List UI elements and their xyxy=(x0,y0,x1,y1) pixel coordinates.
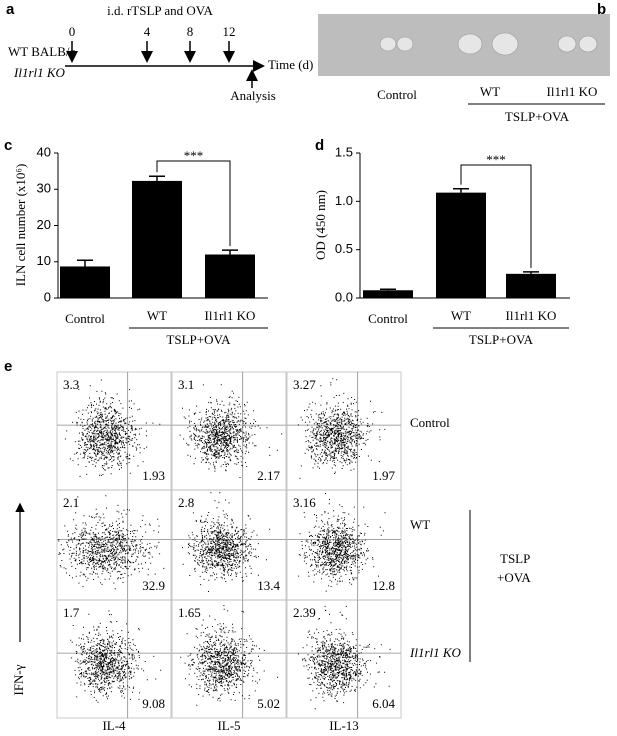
panel-label: e xyxy=(4,358,12,375)
quadrant-value: 2.8 xyxy=(178,495,194,510)
quadrant-value: 3.1 xyxy=(178,377,194,392)
day-label: 0 xyxy=(69,24,76,39)
quadrant-value: 2.39 xyxy=(293,605,316,620)
row-label: WT xyxy=(410,517,430,532)
dot-cloud xyxy=(297,378,386,479)
x-tick-label: Il1rl1 KO xyxy=(506,308,557,323)
bar xyxy=(363,290,413,298)
photo-label: Il1rl1 KO xyxy=(547,84,598,99)
quadrant-value: 3.3 xyxy=(63,377,79,392)
error-bar xyxy=(453,188,469,193)
quadrant-value: 3.16 xyxy=(293,495,316,510)
y-tick-label: 1.5 xyxy=(335,144,353,159)
day-label: 8 xyxy=(187,24,194,39)
panel-label: d xyxy=(315,137,324,154)
quadrant-value: 13.4 xyxy=(257,578,280,593)
significance-label: *** xyxy=(486,152,506,167)
bar xyxy=(132,180,182,298)
endpoint-label: Analysis xyxy=(230,88,276,103)
dot-cloud xyxy=(298,493,386,592)
quadrant-value: 2.1 xyxy=(63,495,79,510)
y-tick-label: 0 xyxy=(44,289,51,304)
x-tick-label: Control xyxy=(65,311,105,326)
quadrant-value: 3.27 xyxy=(293,377,316,392)
y-tick-label: 1.0 xyxy=(335,193,353,208)
dot-cloud xyxy=(298,605,391,710)
quadrant-value: 1.65 xyxy=(178,605,201,620)
y-tick-label: 10 xyxy=(37,253,51,268)
x-tick-label: Il1rl1 KO xyxy=(205,308,256,323)
plot-frame xyxy=(56,599,172,719)
y-tick-label: 30 xyxy=(37,181,51,196)
dot-cloud xyxy=(58,495,165,590)
quadrant-value: 1.97 xyxy=(372,468,395,483)
x-axis-label: IL-13 xyxy=(329,718,359,733)
timeline-label: Time (d) xyxy=(268,57,313,72)
y-axis-label: OD (450 nm) xyxy=(313,190,328,260)
quadrant-value: 1.7 xyxy=(63,605,80,620)
row-label: Control xyxy=(410,415,450,430)
bar xyxy=(436,192,486,298)
quadrant-value: 5.02 xyxy=(257,696,280,711)
panel-label: a xyxy=(6,1,15,18)
quadrant-value: 12.8 xyxy=(372,578,395,593)
x-tick-label: WT xyxy=(147,308,167,323)
y-tick-label: 20 xyxy=(37,217,51,232)
quadrant-value: 9.08 xyxy=(142,696,165,711)
group-label: TSLP+OVA xyxy=(469,332,534,347)
quadrant-value: 1.93 xyxy=(142,468,165,483)
group-label: TSLP+OVA xyxy=(166,332,231,347)
bar xyxy=(205,254,255,298)
error-bar xyxy=(149,175,165,181)
quadrant-value: 32.9 xyxy=(142,578,165,593)
protocol-title: i.d. rTSLP and OVA xyxy=(107,3,213,18)
panel-label: c xyxy=(4,137,12,154)
y-tick-label: 40 xyxy=(37,144,51,159)
dot-cloud xyxy=(64,379,161,477)
bar xyxy=(506,273,556,298)
dot-cloud xyxy=(70,610,162,703)
y-tick-label: 0.5 xyxy=(335,241,353,256)
photo-label: WT xyxy=(480,84,500,99)
group-label: TSLP xyxy=(500,551,530,566)
group-label: WT BALB/c xyxy=(8,44,76,59)
x-tick-label: WT xyxy=(451,308,471,323)
quadrant-value: 6.04 xyxy=(372,696,395,711)
error-bar xyxy=(77,259,93,267)
bar xyxy=(60,266,110,298)
plot-frame xyxy=(286,599,402,719)
x-axis-label: IL-4 xyxy=(102,718,126,733)
day-label: 4 xyxy=(144,24,151,39)
dot-cloud xyxy=(180,605,278,706)
quadrant-value: 2.17 xyxy=(257,468,280,483)
significance-bracket xyxy=(460,164,532,268)
error-bar xyxy=(380,288,396,291)
row-label: Il1rl1 KO xyxy=(409,645,462,660)
significance-bracket xyxy=(156,160,231,247)
y-axis-label: IFN-γ xyxy=(11,664,26,695)
error-bar xyxy=(523,271,539,274)
panel-label: b xyxy=(597,1,606,18)
significance-label: *** xyxy=(184,148,204,163)
y-tick-label: 0.0 xyxy=(335,289,353,304)
x-axis-label: IL-5 xyxy=(217,718,240,733)
day-label: 12 xyxy=(223,24,236,39)
x-tick-label: Control xyxy=(368,311,408,326)
y-axis-label: ILN cell number (x10⁶) xyxy=(13,164,28,287)
dot-cloud xyxy=(179,384,283,478)
photo-label: Control xyxy=(377,87,417,102)
group-label: TSLP+OVA xyxy=(505,109,570,124)
dot-cloud xyxy=(182,492,271,592)
group-label: +OVA xyxy=(497,570,531,585)
error-bar xyxy=(222,249,238,255)
group-label: Il1rl1 KO xyxy=(13,65,66,80)
photo-nodes xyxy=(379,32,598,56)
plot-frame xyxy=(171,599,287,719)
